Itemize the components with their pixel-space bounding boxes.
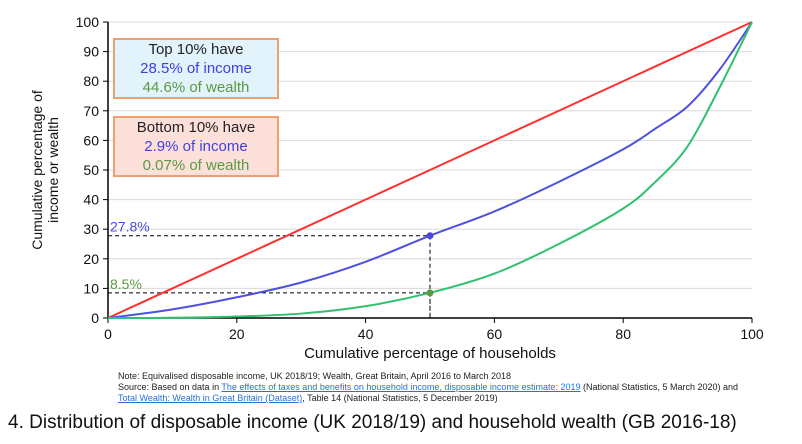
y-tick-label: 50	[83, 162, 99, 178]
x-tick-label: 40	[358, 326, 374, 342]
y-tick-label: 70	[83, 103, 99, 119]
x-tick-label: 80	[615, 326, 631, 342]
y-tick-label: 80	[83, 73, 99, 89]
y-tick-label: 20	[83, 251, 99, 267]
marker-guide	[108, 235, 431, 318]
y-tick-label: 30	[83, 221, 99, 237]
data-point	[426, 289, 434, 297]
x-tick-label: 100	[740, 326, 764, 342]
data-point	[426, 232, 434, 240]
series-line-1	[107, 21, 753, 319]
x-tick-label: 20	[229, 326, 245, 342]
x-axis-label: Cumulative percentage of households	[304, 345, 556, 362]
bottom-10-annotation: Bottom 10% have 2.9% of income 0.07% of …	[113, 116, 279, 177]
y-tick-label: 0	[91, 310, 99, 326]
y-tick-label: 10	[83, 280, 99, 296]
source-suffix: , Table 14 (National Statistics, 5 Decem…	[302, 393, 498, 403]
top-wealth: 44.6% of wealth	[142, 79, 250, 96]
source-link-1[interactable]: The effects of taxes and benefits on hou…	[221, 382, 581, 392]
y-axis-label: Cumulative percentage ofincome or wealth	[29, 90, 61, 250]
figure-caption: 4. Distribution of disposable income (UK…	[8, 412, 737, 433]
marker-label: 27.8%	[110, 219, 150, 235]
source-mid: (National Statistics, 5 March 2020) and	[580, 382, 739, 392]
source-link-2[interactable]: Total Wealth: Wealth in Great Britain (D…	[118, 393, 303, 403]
top-title: Top 10% have	[148, 41, 244, 58]
series-line-2	[107, 21, 753, 319]
bottom-income: 2.9% of income	[144, 138, 248, 155]
marker-label: 8.5%	[110, 276, 142, 292]
source: Source: Based on data in The effects of …	[118, 382, 758, 404]
top-10-annotation: Top 10% have 28.5% of income 44.6% of we…	[113, 38, 279, 99]
x-tick-label: 60	[487, 326, 503, 342]
series-line-0	[107, 21, 753, 319]
y-tick-label: 100	[76, 14, 100, 30]
x-tick-label: 0	[104, 326, 112, 342]
y-tick-label: 60	[83, 132, 99, 148]
bottom-title: Bottom 10% have	[136, 119, 256, 136]
y-tick-label: 40	[83, 192, 99, 208]
note-text: Note: Equivalised disposable income, UK …	[118, 371, 512, 381]
source-prefix: Source: Based on data in	[118, 382, 222, 392]
top-income: 28.5% of income	[140, 60, 252, 77]
note: Note: Equivalised disposable income, UK …	[118, 371, 758, 382]
bottom-wealth: 0.07% of wealth	[142, 157, 250, 174]
y-tick-label: 90	[83, 44, 99, 60]
